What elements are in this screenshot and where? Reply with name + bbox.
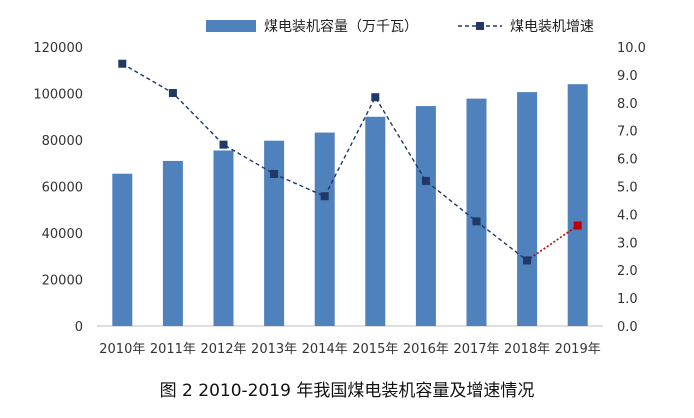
x-tick-label: 2015年: [352, 342, 398, 357]
x-tick-label: 2018年: [504, 342, 550, 357]
bar-2017年: [466, 98, 487, 327]
growth-point-2019年: [573, 221, 582, 230]
bar-2016年: [415, 106, 436, 327]
left-axis-tick-label: 60000: [42, 181, 83, 196]
right-axis-tick-label: 3.0: [617, 236, 638, 251]
x-tick-label: 2017年: [453, 342, 499, 357]
bar-2012年: [213, 150, 234, 326]
bar-2013年: [264, 140, 285, 326]
x-axis-ticks: 2010年 2011年 2012年 2013年 2014年 2015年 2016年 2017年…: [99, 342, 600, 357]
right-axis-tick-label: 5.0: [617, 181, 638, 196]
left-axis-tick-label: 20000: [42, 274, 83, 289]
right-axis-tick-label: 1.0: [617, 292, 638, 307]
left-axis-tick-label: 80000: [42, 134, 83, 149]
right-axis-tick-label: 0.0: [617, 320, 638, 335]
bar-2010年: [112, 173, 133, 326]
bar-2014年: [314, 132, 335, 326]
x-tick-label: 2014年: [302, 342, 348, 357]
line-series: [118, 59, 582, 265]
x-tick-label: 2010年: [99, 342, 145, 357]
growth-point-2013年: [270, 169, 279, 178]
bar-2015年: [365, 116, 386, 326]
growth-point-2016年: [421, 176, 430, 185]
right-axis-tick-label: 7.0: [617, 125, 638, 140]
legend-line-marker: [476, 22, 484, 30]
right-axis-tick-label: 10.0: [617, 41, 646, 56]
bar-2018年: [517, 92, 538, 326]
x-tick-label: 2019年: [555, 342, 601, 357]
legend: 煤电装机容量（万千瓦） 煤电装机增速: [206, 18, 594, 35]
left-axis-tick-label: 100000: [33, 88, 83, 103]
x-tick-label: 2011年: [150, 342, 196, 357]
legend-bar-swatch: [206, 20, 256, 32]
growth-point-2014年: [320, 192, 329, 201]
growth-point-2018年: [523, 256, 532, 265]
bar-series: [112, 84, 588, 327]
right-axis-tick-label: 9.0: [617, 69, 638, 84]
legend-line-label: 煤电装机增速: [510, 19, 594, 35]
legend-bar-label: 煤电装机容量（万千瓦）: [264, 18, 418, 35]
x-tick-label: 2016年: [403, 342, 449, 357]
right-axis-tick-label: 4.0: [617, 208, 638, 223]
growth-point-2010年: [118, 59, 127, 68]
left-axis-tick-label: 0: [75, 320, 83, 335]
right-axis-tick-label: 2.0: [617, 264, 638, 279]
x-tick-label: 2013年: [251, 342, 297, 357]
growth-point-2011年: [168, 89, 177, 98]
bar-2011年: [162, 160, 183, 326]
growth-point-2017年: [472, 217, 481, 226]
right-axis-tick-label: 8.0: [617, 97, 638, 112]
x-tick-label: 2012年: [200, 342, 246, 357]
right-axis-tick-label: 6.0: [617, 153, 638, 168]
figure-caption: 图 2 2010-2019 年我国煤电装机容量及增速情况: [160, 381, 535, 401]
growth-point-2012年: [219, 140, 228, 149]
bar-2019年: [567, 84, 588, 326]
axes: 0 20000 40000 60000 80000 100000 120000 0.0 1.0 2…: [33, 41, 646, 335]
left-axis-tick-label: 120000: [33, 41, 83, 56]
growth-point-2015年: [371, 93, 380, 102]
left-axis-tick-label: 40000: [42, 227, 83, 242]
